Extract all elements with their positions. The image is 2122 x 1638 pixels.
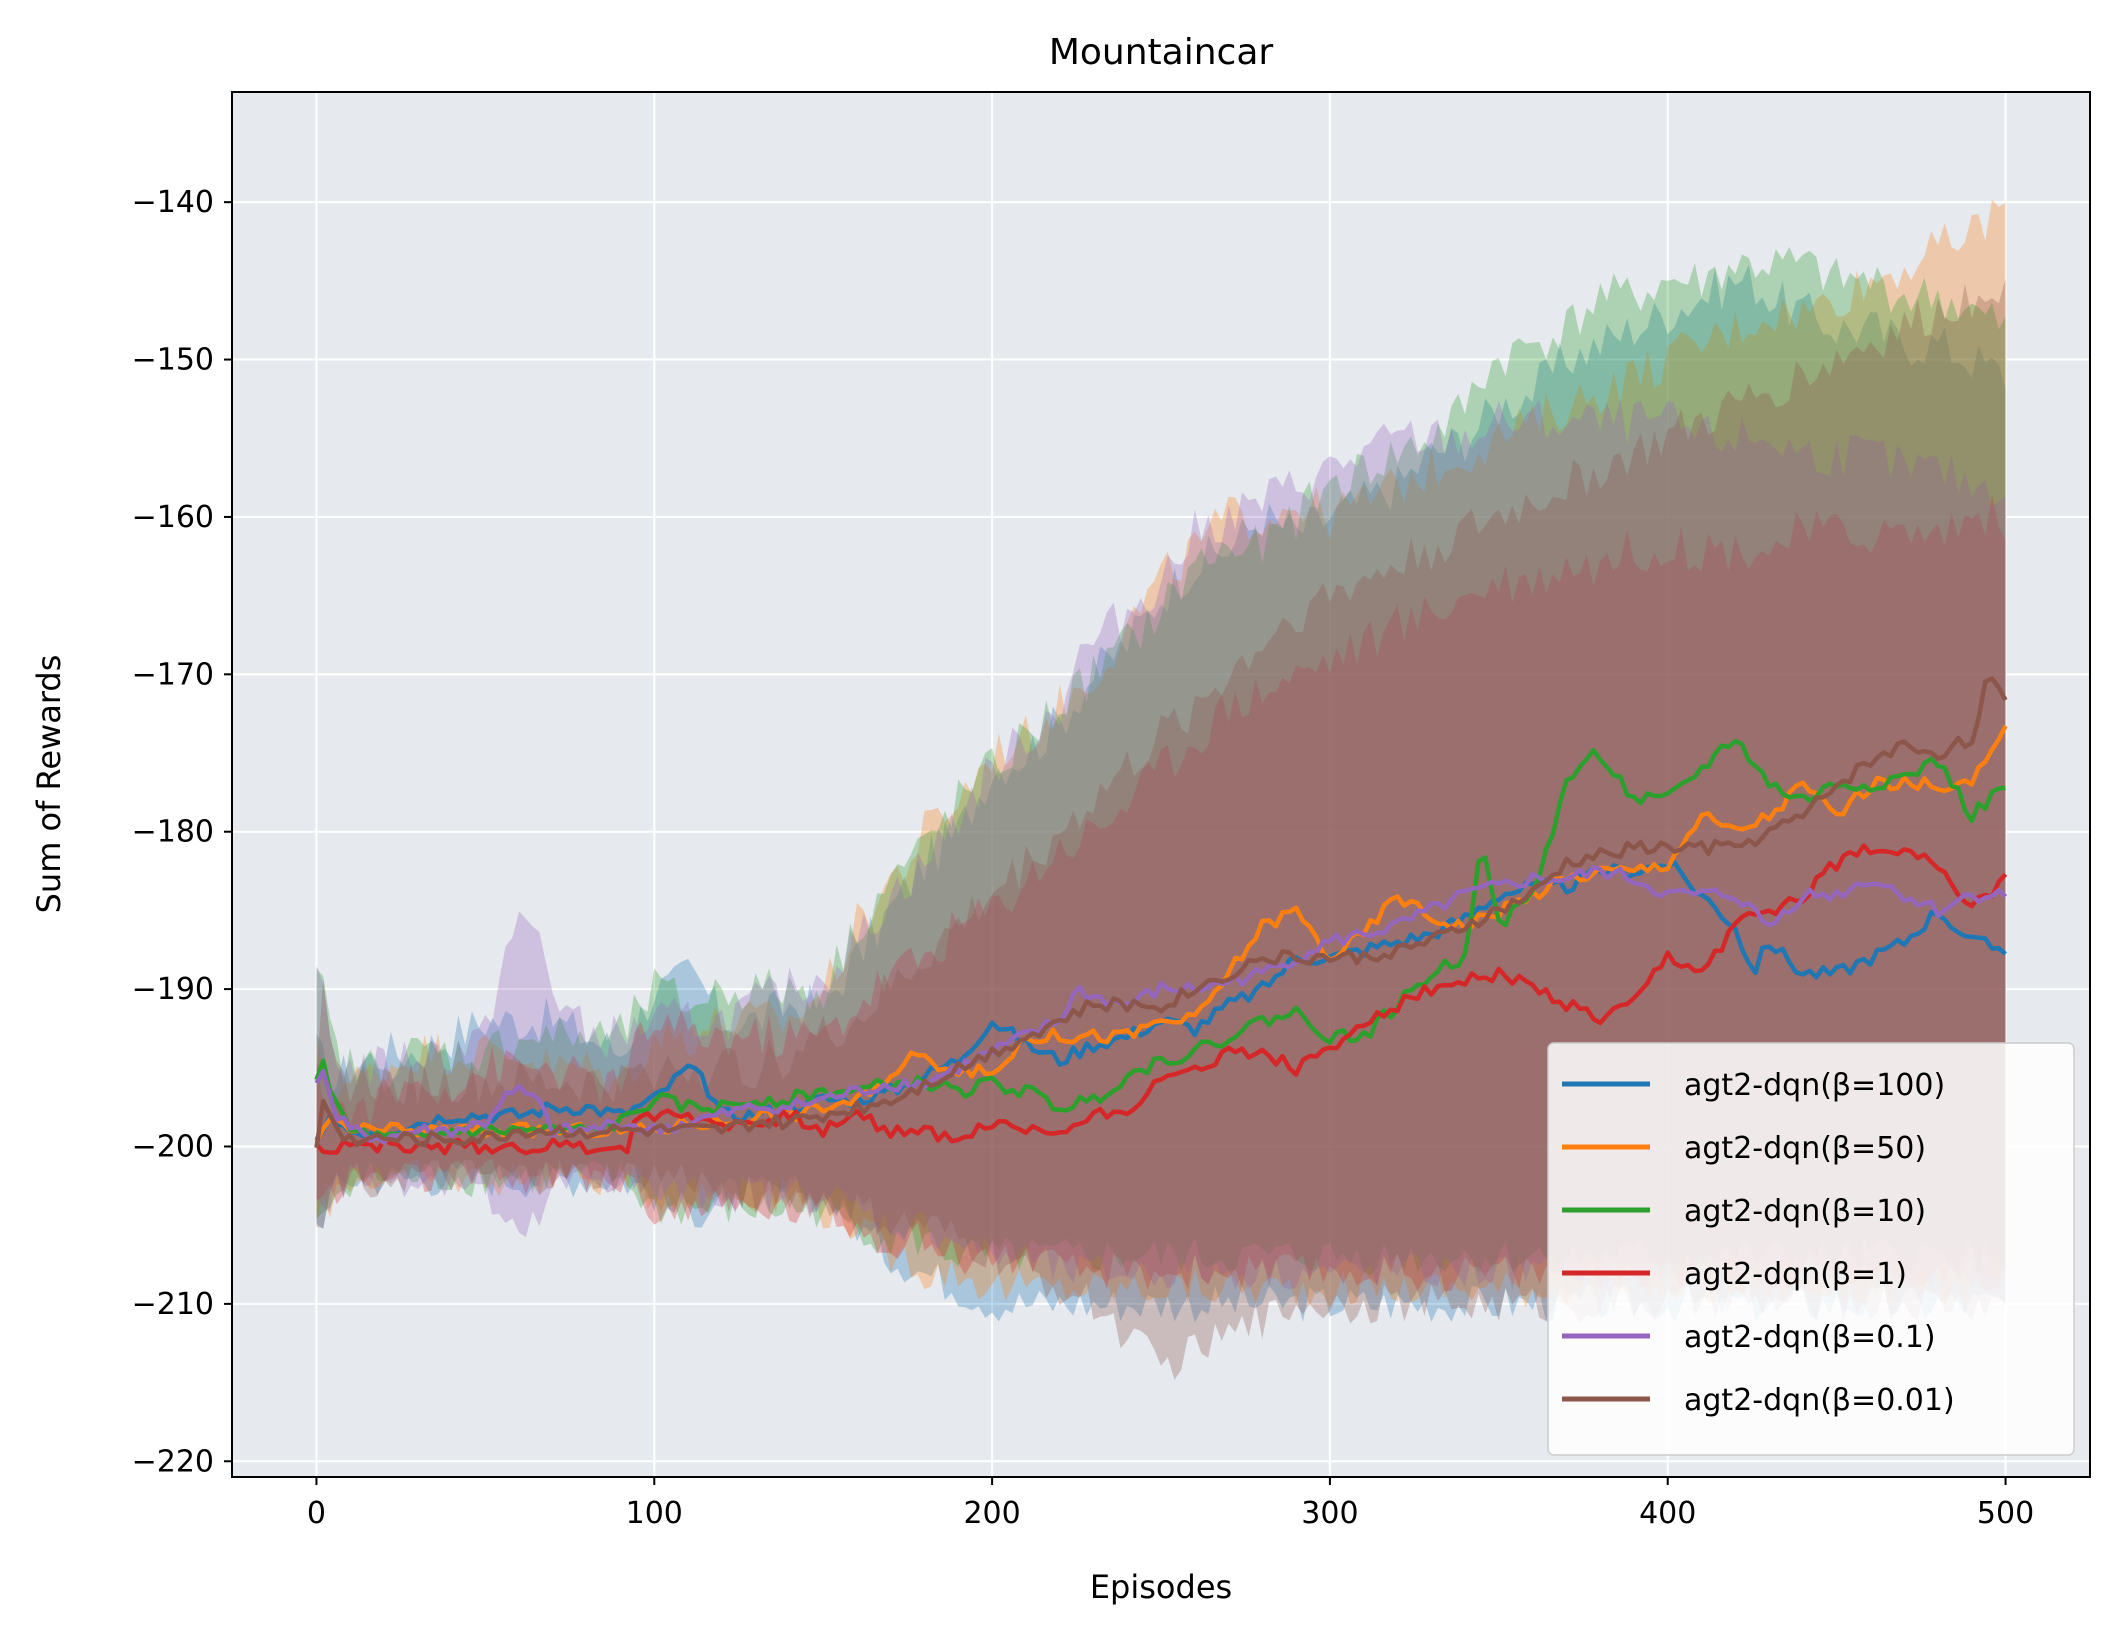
legend-label-0: agt2-dqn(β=100) bbox=[1684, 1068, 1945, 1103]
x-tick-label-1: 100 bbox=[626, 1496, 683, 1531]
y-tick-label-7: −210 bbox=[132, 1287, 214, 1322]
y-tick-label-0: −140 bbox=[132, 185, 214, 220]
y-tick-label-6: −200 bbox=[132, 1129, 214, 1164]
x-tick-label-5: 500 bbox=[1977, 1496, 2034, 1531]
y-tick-label-8: −220 bbox=[132, 1444, 214, 1479]
x-tick-label-0: 0 bbox=[307, 1496, 326, 1531]
legend-label-4: agt2-dqn(β=0.1) bbox=[1684, 1320, 1936, 1355]
band-series-2 bbox=[316, 246, 2006, 1277]
legend-label-5: agt2-dqn(β=0.01) bbox=[1684, 1383, 1955, 1418]
x-tick-label-2: 200 bbox=[963, 1496, 1020, 1531]
x-tick-label-3: 300 bbox=[1301, 1496, 1358, 1531]
line-series-3 bbox=[314, 843, 2008, 1156]
grid-lines bbox=[232, 92, 2090, 1477]
line-series-5 bbox=[314, 676, 2008, 1149]
legend: agt2-dqn(β=100) agt2-dqn(β=50) agt2-dqn(β=… bbox=[1547, 1042, 2075, 1456]
y-tick-label-3: −170 bbox=[132, 657, 214, 692]
legend-label-2: agt2-dqn(β=10) bbox=[1684, 1194, 1926, 1229]
y-tick-label-4: −180 bbox=[132, 815, 214, 850]
legend-label-1: agt2-dqn(β=50) bbox=[1684, 1131, 1926, 1166]
band-series-1 bbox=[316, 199, 2006, 1308]
x-tick-label-4: 400 bbox=[1639, 1496, 1696, 1531]
y-tick-label-2: −160 bbox=[132, 500, 214, 535]
x-axis-label: Episodes bbox=[1090, 1568, 1232, 1606]
chart-title: Mountaincar bbox=[1049, 32, 1274, 73]
plot-frame bbox=[231, 91, 2091, 1478]
y-tick-label-1: −150 bbox=[132, 343, 214, 378]
legend-label-3: agt2-dqn(β=1) bbox=[1684, 1257, 1907, 1292]
line-series-4 bbox=[314, 865, 2008, 1145]
axis-ticks: 0 100 200 300 400 500 −140 −150 −160 −170 −180 −190… bbox=[132, 185, 2035, 1531]
legend-box bbox=[1547, 1042, 2075, 1456]
y-tick-label-5: −190 bbox=[132, 972, 214, 1007]
series-lines bbox=[314, 676, 2008, 1156]
y-axis-label: Sum of Rewards bbox=[30, 655, 68, 914]
